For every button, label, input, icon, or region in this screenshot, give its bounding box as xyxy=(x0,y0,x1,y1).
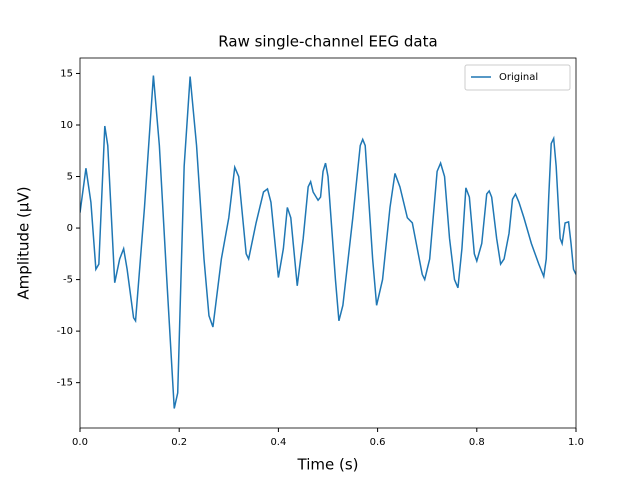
y-tick-label: 5 xyxy=(67,172,73,183)
x-tick-label: 0.4 xyxy=(270,437,286,448)
legend-label: Original xyxy=(499,72,538,83)
data-line xyxy=(80,75,576,409)
y-tick-label: 15 xyxy=(60,68,73,79)
chart-title: Raw single-channel EEG data xyxy=(218,33,437,51)
x-tick-label: 0.0 xyxy=(72,437,88,448)
x-axis-label: Time (s) xyxy=(297,456,359,474)
y-tick-label: 10 xyxy=(60,120,73,131)
x-tick-label: 1.0 xyxy=(568,437,584,448)
y-tick-label: -10 xyxy=(57,326,73,337)
x-tick-label: 0.2 xyxy=(171,437,187,448)
x-tick-label: 0.6 xyxy=(370,437,386,448)
plot-frame xyxy=(79,57,577,429)
y-axis-label: Amplitude (µV) xyxy=(15,186,33,299)
y-tick-label: -15 xyxy=(57,378,73,389)
x-tick-label: 0.8 xyxy=(469,437,485,448)
legend-box xyxy=(464,64,571,91)
y-tick-label: 0 xyxy=(67,223,73,234)
y-tick-label: -5 xyxy=(63,275,73,286)
